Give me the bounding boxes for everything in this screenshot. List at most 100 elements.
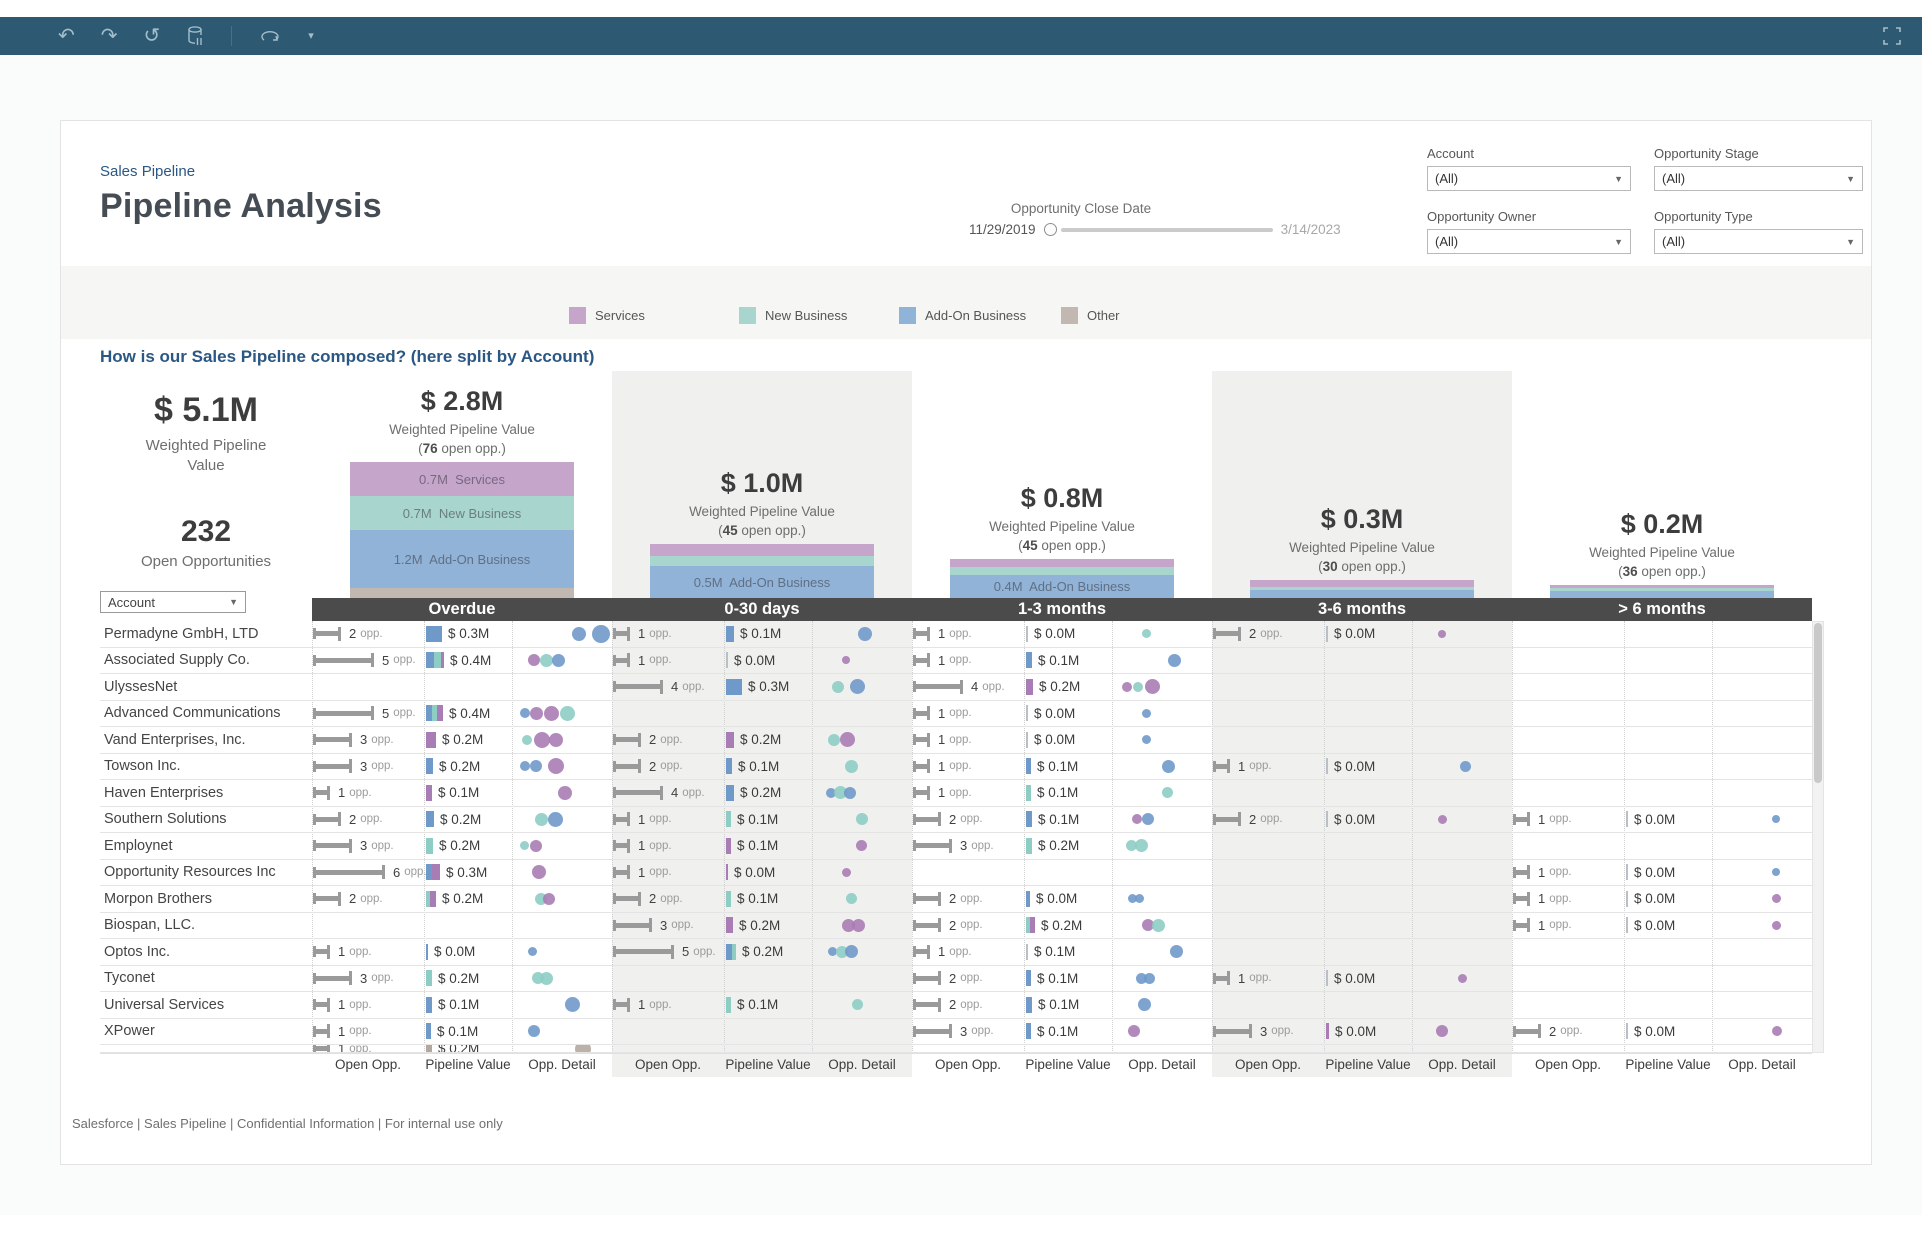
opp-detail-dot[interactable] (842, 656, 850, 665)
pipeline-value-bar[interactable] (726, 837, 731, 854)
opp-detail-dot[interactable] (534, 731, 550, 748)
opp-detail-dot[interactable] (852, 999, 863, 1011)
opp-detail-dot[interactable] (1142, 629, 1151, 639)
opp-detail-dot[interactable] (1135, 839, 1148, 853)
stacked-bar-segment[interactable] (1250, 580, 1474, 587)
pipeline-value-bar[interactable] (1026, 705, 1028, 722)
pipeline-value-bar[interactable] (1326, 811, 1328, 828)
opp-detail-dot[interactable] (522, 734, 532, 745)
open-opp-bar[interactable] (316, 710, 371, 716)
pipeline-value-bar[interactable] (1026, 917, 1035, 934)
account-name[interactable]: Vand Enterprises, Inc. (104, 731, 246, 748)
account-name[interactable]: Haven Enterprises (104, 784, 224, 801)
open-opp-bar[interactable] (616, 869, 627, 875)
bucket-stacked-bar[interactable] (1550, 585, 1774, 598)
open-opp-bar[interactable] (916, 710, 927, 716)
opp-detail-dot[interactable] (575, 1045, 591, 1052)
open-opp-bar[interactable] (616, 843, 627, 849)
pipeline-value-bar[interactable] (726, 731, 734, 748)
stacked-bar-segment[interactable] (950, 567, 1174, 575)
pipeline-value-bar[interactable] (1026, 1023, 1031, 1040)
redo-icon[interactable]: ↷ (100, 25, 118, 47)
stacked-bar-segment[interactable] (1550, 585, 1774, 588)
opp-detail-dot[interactable] (1145, 679, 1160, 695)
open-opp-bar[interactable] (316, 657, 371, 663)
opp-detail-dot[interactable] (530, 760, 542, 773)
pipeline-value-bar[interactable] (426, 784, 432, 801)
opp-detail-dot[interactable] (1438, 629, 1446, 638)
open-opp-bar[interactable] (916, 763, 927, 769)
open-opp-bar[interactable] (1216, 763, 1227, 769)
open-opp-bar[interactable] (316, 1028, 327, 1034)
opp-detail-dot[interactable] (565, 997, 580, 1013)
pipeline-value-bar[interactable] (426, 731, 436, 748)
open-opp-bar[interactable] (1516, 869, 1527, 875)
open-opp-bar[interactable] (1516, 896, 1527, 902)
pipeline-value-bar[interactable] (426, 837, 433, 854)
pipeline-value-bar[interactable] (426, 1045, 432, 1052)
opp-detail-dot[interactable] (842, 867, 851, 877)
opp-detail-dot[interactable] (549, 732, 563, 747)
pipeline-value-bar[interactable] (726, 678, 742, 695)
opp-detail-dot[interactable] (1128, 894, 1137, 904)
pipeline-value-bar[interactable] (1626, 917, 1628, 934)
opp-detail-dot[interactable] (1460, 760, 1471, 772)
opp-detail-dot[interactable] (850, 679, 865, 695)
opp-detail-dot[interactable] (845, 945, 858, 959)
open-opp-bar[interactable] (316, 869, 382, 875)
pipeline-value-bar[interactable] (726, 890, 731, 907)
pipeline-value-bar[interactable] (1026, 943, 1028, 960)
open-opp-bar[interactable] (316, 975, 349, 981)
pipeline-value-bar[interactable] (426, 864, 440, 881)
pipeline-value-bar[interactable] (1026, 731, 1028, 748)
opp-detail-dot[interactable] (548, 811, 563, 827)
pipeline-value-bar[interactable] (1626, 811, 1628, 828)
open-opp-bar[interactable] (316, 631, 338, 637)
stacked-bar-segment[interactable]: 0.7M New Business (350, 496, 574, 530)
opp-detail-dot[interactable] (1138, 998, 1151, 1012)
opp-detail-dot[interactable] (1142, 708, 1151, 718)
open-opp-bar[interactable] (616, 1002, 627, 1008)
open-opp-bar[interactable] (316, 1046, 327, 1051)
account-name[interactable] (104, 1045, 310, 1052)
opp-detail-dot[interactable] (1162, 759, 1175, 773)
open-opp-bar[interactable] (916, 1028, 949, 1034)
pipeline-value-bar[interactable] (1626, 864, 1628, 881)
open-opp-bar[interactable] (1516, 922, 1527, 928)
pipeline-value-bar[interactable] (726, 811, 731, 828)
open-opp-bar[interactable] (916, 816, 938, 822)
pipeline-value-bar[interactable] (726, 625, 734, 642)
account-name[interactable]: Southern Solutions (104, 811, 227, 828)
opp-detail-dot[interactable] (560, 705, 575, 721)
opp-detail-dot[interactable] (528, 1025, 540, 1038)
stacked-bar-segment[interactable]: 1.2M Add-On Business (350, 530, 574, 588)
pipeline-value-bar[interactable] (426, 943, 428, 960)
opp-detail-dot[interactable] (552, 653, 565, 667)
open-opp-bar[interactable] (916, 657, 927, 663)
open-opp-bar[interactable] (316, 1002, 327, 1008)
opp-detail-dot[interactable] (844, 786, 856, 799)
open-opp-bar[interactable] (616, 896, 638, 902)
opp-detail-dot[interactable] (846, 893, 857, 905)
open-opp-bar[interactable] (916, 684, 960, 690)
opp-detail-dot[interactable] (845, 759, 858, 773)
stacked-bar-segment[interactable]: 0.4M Add-On Business (950, 575, 1174, 598)
opp-detail-dot[interactable] (1144, 972, 1155, 984)
undo-icon[interactable]: ↶ (58, 25, 75, 47)
open-opp-bar[interactable] (916, 975, 938, 981)
account-name[interactable]: Universal Services (104, 996, 225, 1013)
open-opp-bar[interactable] (316, 843, 349, 849)
date-slider-track[interactable] (1060, 227, 1273, 232)
opp-detail-dot[interactable] (520, 708, 530, 719)
stacked-bar-segment[interactable] (1550, 588, 1774, 591)
open-opp-bar[interactable] (316, 737, 349, 743)
stacked-bar-segment[interactable] (650, 544, 874, 556)
stacked-bar-segment[interactable] (350, 588, 574, 598)
opp-detail-dot[interactable] (1168, 653, 1181, 667)
pipeline-value-bar[interactable] (1026, 811, 1032, 828)
opp-detail-dot[interactable] (544, 705, 559, 721)
opp-detail-dot[interactable] (1126, 840, 1137, 852)
open-opp-bar[interactable] (616, 922, 649, 928)
account-name[interactable]: Tyconet (104, 970, 155, 987)
open-opp-bar[interactable] (916, 922, 938, 928)
